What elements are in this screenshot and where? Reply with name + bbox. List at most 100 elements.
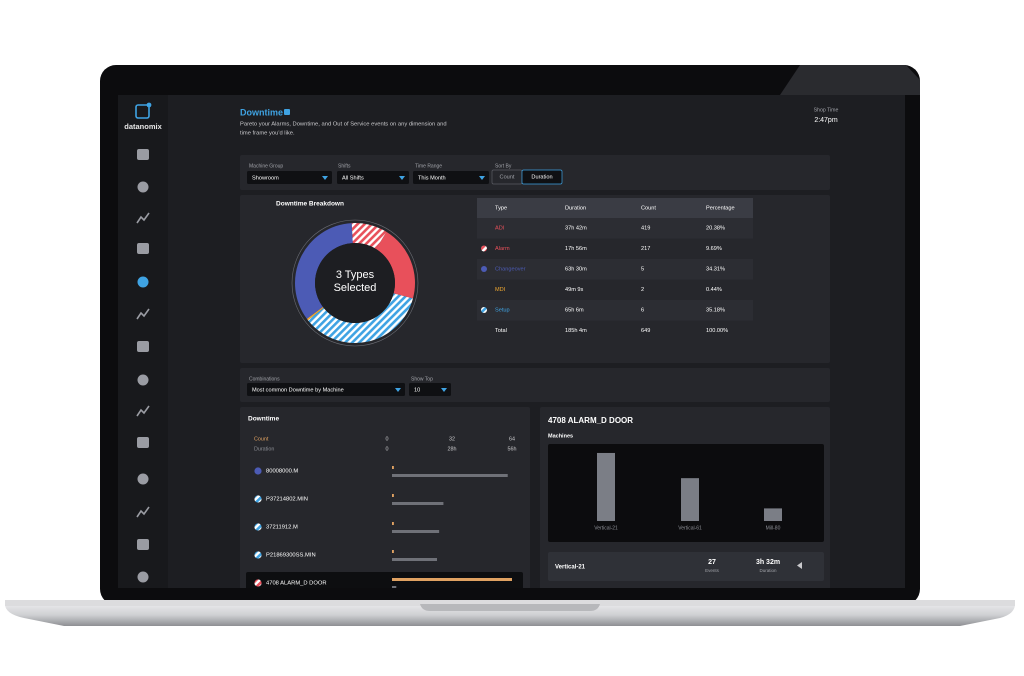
downtime-list-panel	[240, 407, 530, 588]
machine-bar[interactable]	[764, 508, 782, 521]
axis-tick: 0	[386, 436, 389, 442]
machine-bar[interactable]	[681, 478, 699, 521]
nav-icon[interactable]	[137, 149, 149, 160]
row-icon	[254, 467, 262, 475]
row-icon	[254, 579, 262, 587]
expand-arrow[interactable]	[797, 562, 802, 569]
subtitle: time frame you'd like.	[240, 131, 295, 137]
axis-label: Duration	[254, 446, 274, 452]
row-name[interactable]: 4708 ALARM_D DOOR	[266, 581, 327, 587]
table-cell: Setup	[495, 307, 510, 313]
table-cell: 217	[641, 246, 650, 252]
nav-icon[interactable]	[136, 405, 150, 417]
table-header: Count	[641, 205, 656, 211]
nav-icon[interactable]	[136, 308, 150, 320]
duration-bar	[392, 558, 437, 561]
caret[interactable]	[441, 388, 447, 392]
axis-tick: 64	[509, 436, 515, 442]
nav-icon[interactable]	[136, 212, 150, 224]
count-bar	[392, 550, 394, 553]
nav-icon[interactable]	[137, 341, 149, 352]
donut	[295, 223, 415, 343]
table-cell: 5	[641, 266, 644, 272]
type-icon	[481, 245, 487, 252]
info-icon[interactable]	[284, 109, 290, 115]
nav-icon[interactable]	[137, 571, 149, 583]
axis-label: Count	[254, 436, 269, 442]
table-cell: 63h 30m	[565, 266, 587, 272]
nav-icon[interactable]	[137, 473, 149, 485]
caret[interactable]	[479, 176, 485, 180]
dropdown-box[interactable]	[409, 383, 451, 396]
nav-icon[interactable]	[137, 539, 149, 550]
dropdown-box[interactable]	[247, 171, 332, 184]
dropdown-value[interactable]: 10	[414, 387, 420, 393]
nav-icon[interactable]	[137, 437, 149, 448]
row-name[interactable]: 80008000.M	[266, 469, 298, 475]
table-cell: 17h 56m	[565, 246, 587, 252]
nav-icon[interactable]	[137, 374, 149, 386]
dropdown-value[interactable]: This Month	[418, 175, 446, 181]
table-row-bg[interactable]	[477, 300, 753, 321]
table-cell: 9.69%	[706, 246, 722, 252]
dropdown-box[interactable]	[247, 383, 405, 396]
sidebar-icons: datanomix	[124, 102, 163, 583]
donut-segment	[307, 293, 413, 343]
donut-outer-ring	[291, 219, 419, 347]
count-bar	[392, 494, 394, 497]
filter-label: Time Range	[415, 163, 442, 169]
machine-bar[interactable]	[597, 452, 615, 521]
laptop-base	[5, 604, 1015, 626]
machine-label: Vertical-21	[594, 525, 618, 531]
dropdown-box[interactable]	[337, 171, 409, 184]
summary-duration: 3h 32m	[756, 559, 780, 566]
table-total-cell: Total	[495, 328, 507, 334]
sort-button-label[interactable]: Count	[500, 174, 515, 180]
count-bar	[392, 578, 512, 581]
dropdown[interactable]: All Shifts	[337, 171, 409, 184]
table-row-bg[interactable]	[477, 279, 753, 301]
row-name[interactable]: 37211912.M	[266, 525, 298, 531]
summary-machine: Vertical-21	[555, 565, 586, 571]
row-name[interactable]: P21869300SS.MIN	[266, 553, 316, 559]
dropdown[interactable]: 10	[409, 383, 451, 396]
summary-row[interactable]	[548, 552, 824, 581]
dropdown-value[interactable]: Showroom	[252, 175, 279, 181]
dropdown-box[interactable]	[413, 171, 489, 184]
tick-label: 28h	[448, 446, 457, 452]
table-cell: 20.38%	[706, 225, 725, 231]
duration-bar	[392, 530, 440, 533]
caret[interactable]	[322, 176, 328, 180]
page-title: Downtime	[240, 107, 283, 117]
nav-icon[interactable]	[137, 243, 149, 254]
tick-label: 32	[449, 436, 455, 442]
table-cell: 2	[641, 287, 644, 293]
caret[interactable]	[395, 388, 401, 392]
nav-icon[interactable]	[137, 276, 149, 288]
table-row-bg[interactable]	[477, 218, 753, 239]
filter-label: Shifts	[338, 163, 351, 169]
sort-button-label[interactable]: Duration	[531, 174, 552, 180]
nav-icon[interactable]	[137, 181, 149, 193]
row-highlight[interactable]	[246, 572, 523, 594]
dropdown[interactable]: This Month	[413, 171, 489, 184]
sort-button[interactable]	[521, 169, 563, 185]
tick-label: 0	[386, 436, 389, 442]
caret[interactable]	[399, 176, 405, 180]
dropdown-value[interactable]: All Shifts	[342, 175, 364, 181]
axis-tick: 28h	[448, 446, 457, 452]
base-edge	[5, 600, 1015, 606]
dropdown[interactable]: Most common Downtime by Machine	[247, 383, 405, 396]
dropdown[interactable]: Showroom	[247, 171, 332, 184]
row-name[interactable]: P37214802.MIN	[266, 497, 308, 503]
dropdown-value[interactable]: Most common Downtime by Machine	[252, 387, 344, 393]
table-total-cell: 649	[641, 328, 650, 334]
table-row-bg[interactable]	[477, 238, 753, 260]
donut-segment	[375, 231, 415, 299]
nav-icon[interactable]	[136, 506, 150, 518]
table-row-bg[interactable]	[477, 259, 753, 280]
shop-time: 2:47pm	[814, 117, 838, 124]
screen: datanomix Downtime Pareto your Alarms, D…	[118, 95, 905, 594]
donut-center-text: Selected	[334, 282, 377, 294]
donut-segment	[295, 223, 353, 319]
